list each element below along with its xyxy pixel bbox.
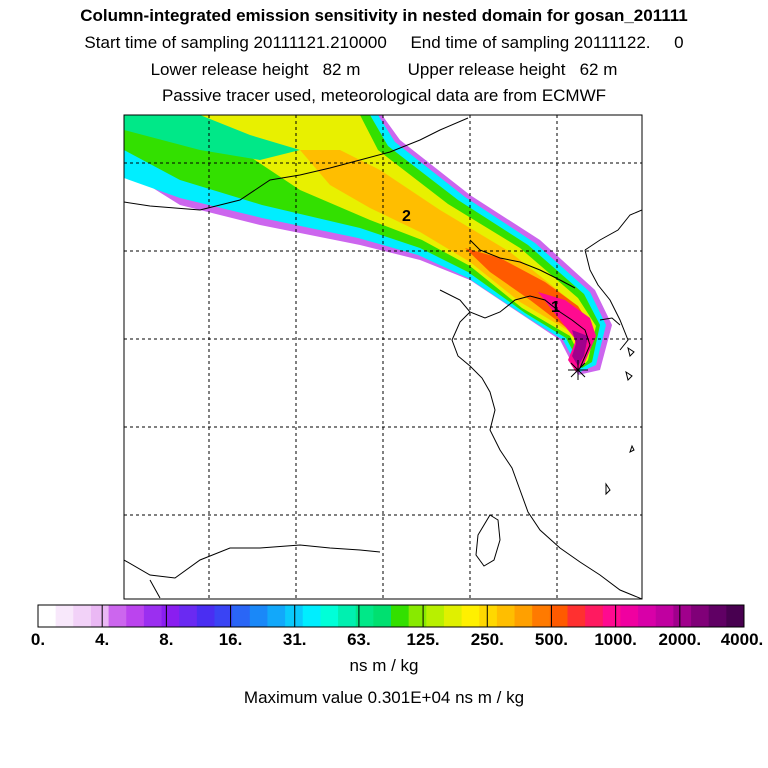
colorbar-swatch bbox=[691, 605, 710, 627]
colorbar-swatch bbox=[549, 605, 568, 627]
colorbar-tick-label: 250. bbox=[470, 630, 504, 649]
colorbar-swatch bbox=[514, 605, 533, 627]
cluster-label-2: 2 bbox=[402, 208, 411, 225]
colorbar-swatch bbox=[108, 605, 127, 627]
colorbar-swatch bbox=[249, 605, 268, 627]
colorbar-swatch bbox=[391, 605, 410, 627]
plume-band-green bbox=[124, 115, 600, 368]
colorbar-swatch bbox=[90, 605, 110, 627]
colorbar-swatch bbox=[479, 605, 498, 627]
colorbar-swatch bbox=[232, 605, 251, 627]
colorbar-tick-label: 4000. bbox=[720, 630, 764, 649]
colorbar-swatch bbox=[143, 605, 163, 627]
colorbar-swatch bbox=[55, 605, 74, 627]
tracer-info-line: Passive tracer used, meteorological data… bbox=[161, 86, 607, 105]
colorbar-swatch bbox=[585, 605, 604, 627]
colorbar-swatch bbox=[302, 605, 321, 627]
colorbar-swatch bbox=[338, 605, 357, 627]
colorbar-swatch bbox=[214, 605, 233, 627]
receptor-star-icon bbox=[568, 360, 588, 380]
grid-lines bbox=[124, 115, 642, 599]
colorbar-tick-label: 500. bbox=[534, 630, 568, 649]
maximum-value-text: Maximum value 0.301E+04 ns m / kg bbox=[243, 688, 525, 707]
colorbar-swatch bbox=[373, 605, 392, 627]
colorbar-tick-label: 63. bbox=[347, 630, 371, 649]
colorbar-swatch bbox=[620, 605, 639, 627]
colorbar-swatch bbox=[267, 605, 286, 627]
colorbar-swatch bbox=[708, 605, 727, 627]
colorbar-swatch bbox=[355, 605, 374, 627]
cluster-label-1: 1 bbox=[551, 299, 560, 316]
colorbar-swatch bbox=[461, 605, 480, 627]
colorbar-swatch bbox=[408, 605, 427, 627]
plume-band-northwest bbox=[124, 115, 300, 160]
colorbar-swatch bbox=[655, 605, 674, 627]
plot-title: Column-integrated emission sensitivity i… bbox=[80, 6, 688, 25]
colorbar-swatch bbox=[567, 605, 586, 627]
colorbar-units: ns m / kg bbox=[349, 656, 419, 675]
colorbar-tick-label: 1000. bbox=[594, 630, 637, 649]
colorbar-swatch bbox=[426, 605, 445, 627]
colorbar-tick-label: 2000. bbox=[658, 630, 702, 649]
colorbar-swatch bbox=[161, 605, 180, 627]
colorbar-swatch bbox=[126, 605, 145, 627]
colorbar-swatch bbox=[726, 605, 745, 627]
colorbar-swatch bbox=[285, 605, 304, 627]
colorbar-tick-label: 4. bbox=[95, 630, 110, 649]
colorbar-tick-label: 31. bbox=[282, 630, 307, 649]
colorbar-swatch bbox=[496, 605, 516, 627]
coastlines bbox=[124, 117, 642, 599]
colorbar-swatch bbox=[673, 605, 692, 627]
sensitivity-field bbox=[124, 115, 612, 375]
release-height-line: Lower release height 82 m Upper release … bbox=[150, 60, 618, 79]
colorbar bbox=[37, 604, 745, 628]
colorbar-swatch bbox=[196, 605, 215, 627]
colorbar-swatch bbox=[443, 605, 463, 627]
colorbar-swatch bbox=[532, 605, 551, 627]
colorbar-tick-label: 8. bbox=[159, 630, 174, 649]
colorbar-tick-label: 16. bbox=[218, 630, 243, 649]
plume-band-orange bbox=[300, 150, 592, 358]
colorbar-tick-label: 125. bbox=[406, 630, 440, 649]
colorbar-swatch bbox=[38, 605, 57, 627]
colorbar-swatch bbox=[73, 605, 92, 627]
colorbar-tick-label: 0. bbox=[30, 630, 46, 649]
colorbar-swatch bbox=[602, 605, 621, 627]
colorbar-swatch bbox=[320, 605, 339, 627]
colorbar-swatch bbox=[179, 605, 198, 627]
sampling-time-line: Start time of sampling 20111121.210000 E… bbox=[84, 33, 684, 52]
colorbar-border bbox=[37, 604, 745, 628]
map-frame bbox=[123, 114, 643, 600]
plume-band-yellow bbox=[190, 115, 596, 365]
plume-band-red bbox=[465, 248, 592, 352]
colorbar-swatch bbox=[638, 605, 657, 627]
